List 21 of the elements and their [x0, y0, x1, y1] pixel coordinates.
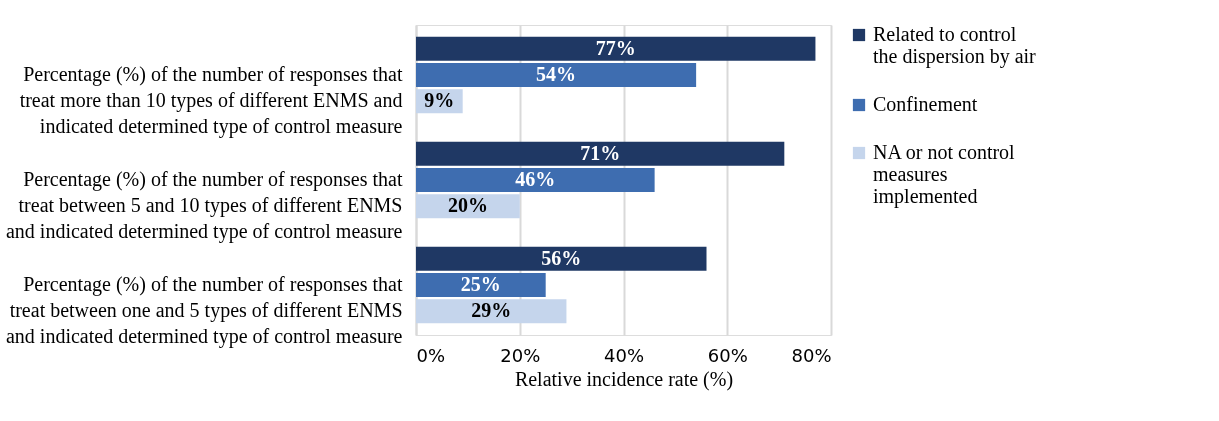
y-tick-label: Percentage (%) of the number of responses that treat between 5 and 10 types of different ENMS and indicated determined type of control measure: [5, 168, 403, 243]
y-tick-label: Percentage (%) of the number of responses that treat more than 10 types of different ENMS and indicated determined type of control measure: [19, 62, 403, 138]
data-label: 29%: [471, 299, 512, 322]
data-label: 71%: [580, 141, 621, 164]
data-label: 9%: [424, 89, 455, 112]
legend-label: Related to control the dispersion by air: [873, 23, 1037, 68]
legend-label: Confinement: [873, 93, 978, 115]
data-label: 77%: [595, 36, 636, 59]
x-tick-label: 80%: [791, 344, 832, 366]
data-label: 20%: [447, 194, 488, 217]
x-axis-title: Relative incidence rate (%): [514, 367, 734, 391]
x-tick-label: 0%: [416, 344, 446, 366]
data-label: 46%: [515, 168, 556, 190]
x-tick-label: 60%: [707, 344, 748, 366]
data-label: 56%: [541, 246, 582, 269]
x-tick-label: 40%: [603, 344, 645, 366]
data-label: 25%: [460, 273, 501, 296]
data-label: 54%: [536, 62, 577, 85]
y-tick-label: Percentage (%) of the number of responses that treat between one and 5 types of different ENMS and indicated determined type of control measure: [5, 273, 403, 349]
x-tick-label: 20%: [500, 344, 541, 366]
legend-label: NA or not control measures implemented: [873, 141, 1016, 208]
